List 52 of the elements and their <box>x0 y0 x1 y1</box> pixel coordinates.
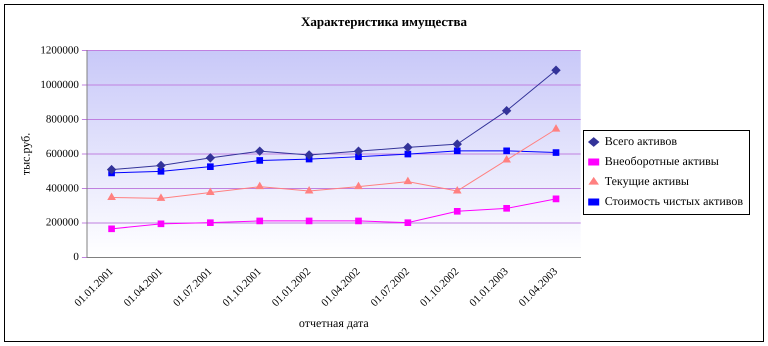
point <box>355 218 362 224</box>
point <box>552 149 560 156</box>
point <box>403 142 412 152</box>
point <box>158 168 164 175</box>
point <box>354 146 363 156</box>
y-tick-label: 1200000 <box>40 44 80 56</box>
point <box>454 148 461 154</box>
point <box>255 146 264 156</box>
point <box>404 150 412 158</box>
point <box>207 163 214 170</box>
point <box>453 186 462 194</box>
point <box>552 196 560 202</box>
point <box>404 219 412 226</box>
point <box>256 182 264 190</box>
legend-label: Текущие активы <box>604 174 689 188</box>
chart-title: Характеристика имущества <box>300 14 468 30</box>
point <box>206 153 215 162</box>
point <box>108 226 115 232</box>
legend-label: Всего активов <box>604 134 678 148</box>
point <box>552 66 561 75</box>
point <box>157 194 165 201</box>
point <box>502 155 511 162</box>
point <box>158 220 164 228</box>
legend-label: Стоимость чистых активов <box>604 194 744 208</box>
point <box>256 157 264 164</box>
y-tick-label: 0 <box>73 251 80 264</box>
point <box>355 153 362 160</box>
point <box>404 177 412 184</box>
point <box>108 193 116 200</box>
point <box>107 165 116 174</box>
point <box>206 188 214 196</box>
point <box>207 219 214 226</box>
y-tick-label: 200000 <box>46 216 80 229</box>
y-tick-label: 400000 <box>46 182 80 194</box>
point <box>256 218 264 224</box>
point <box>305 186 314 194</box>
y-tick-label: 800000 <box>46 113 80 126</box>
point <box>502 106 512 116</box>
y-axis-title: тыс.руб. <box>18 132 32 176</box>
y-tick-label: 600000 <box>46 148 80 160</box>
legend-label: Внеоборотные активы <box>604 154 719 168</box>
point <box>306 218 312 224</box>
point <box>503 148 510 154</box>
point <box>304 150 314 160</box>
point <box>354 182 362 190</box>
x-axis-title: отчетная дата <box>298 316 370 330</box>
point <box>503 205 510 212</box>
y-tick-label: 1000000 <box>40 78 80 91</box>
point <box>452 140 462 149</box>
point <box>552 124 560 132</box>
point <box>156 160 166 170</box>
point <box>454 208 461 215</box>
